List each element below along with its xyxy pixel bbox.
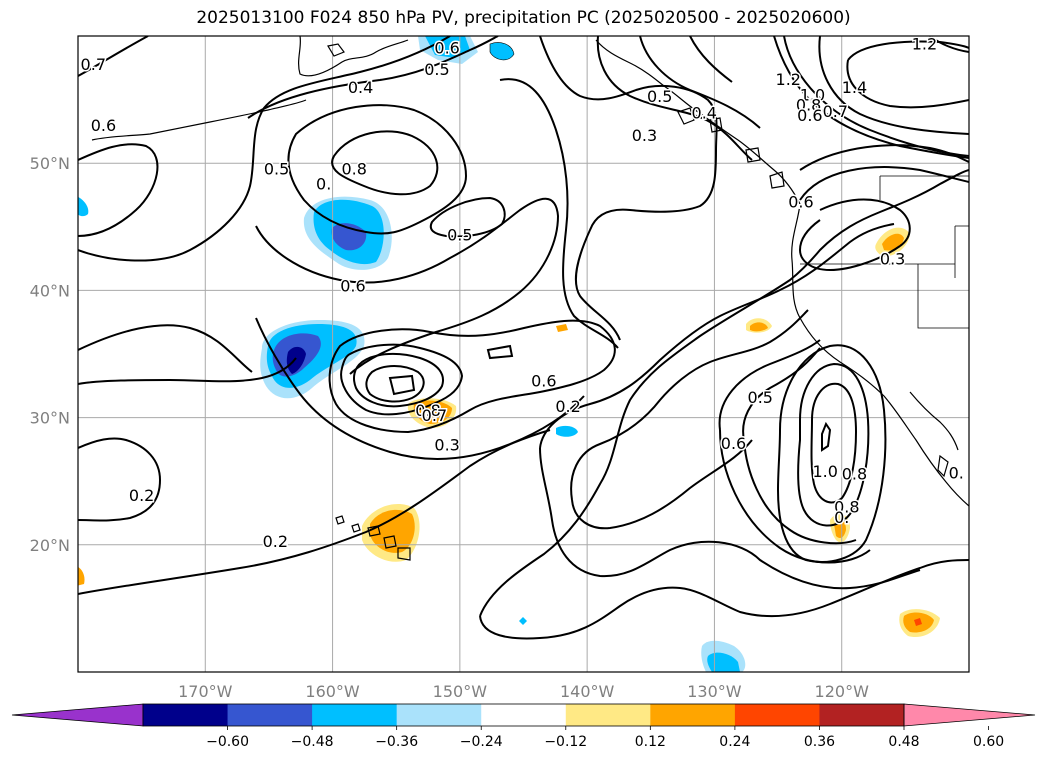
- lon-label-2: 150°W: [433, 682, 488, 701]
- latitude-labels: 20°N 30°N 40°N 50°N: [30, 154, 70, 555]
- contour-label-23: 0.7: [823, 102, 848, 121]
- graticule: [78, 36, 969, 672]
- colorbar-swatch-7: [734, 704, 820, 726]
- contour-label-1: 0.6: [91, 116, 116, 135]
- colorbar-swatch-3: [396, 704, 482, 726]
- map-frame: [77, 35, 970, 673]
- lon-label-3: 140°W: [560, 682, 615, 701]
- colorbar-tick-label-2: −0.36: [375, 734, 418, 750]
- contour-label-34: 0.: [834, 508, 849, 527]
- lat-label-3: 50°N: [30, 154, 70, 173]
- colorbar-tick-label-7: 0.36: [804, 734, 835, 750]
- lon-label-1: 160°W: [305, 682, 360, 701]
- colorbar-swatch-4: [481, 704, 567, 726]
- lat-label-0: 20°N: [30, 536, 70, 555]
- contour-label-17: 0.5: [647, 87, 672, 106]
- contour-label-10: 0.6: [531, 372, 556, 391]
- colorbar-swatch-0: [143, 704, 229, 726]
- colorbar-swatch-8: [819, 704, 905, 726]
- lon-label-5: 120°W: [815, 682, 870, 701]
- contour-label-7: 0.: [316, 175, 331, 194]
- contour-label-22: 0.8: [796, 96, 821, 115]
- contour-label-32: 0.8: [842, 465, 867, 484]
- contour-label-31: 1.0: [812, 462, 837, 481]
- colorbar-swatch-2: [312, 704, 398, 726]
- colorbar-tick-label-4: −0.12: [544, 734, 587, 750]
- colorbar-tick-label-3: −0.24: [460, 734, 503, 750]
- colorbar-tick-label-9: 0.60: [973, 734, 1004, 750]
- contour-label-33: 0.8: [834, 498, 859, 517]
- contour-label-8: 0.5: [447, 225, 472, 244]
- contour-label-11: 0.8: [415, 401, 440, 420]
- colorbar-swatch-1: [227, 704, 313, 726]
- lat-label-1: 30°N: [30, 409, 70, 428]
- colorbar-tick-label-5: 0.12: [635, 734, 666, 750]
- contour-label-2: 0.5: [264, 159, 289, 178]
- contour-label-5: 0.5: [424, 60, 449, 79]
- contour-label-4: 0.6: [434, 38, 459, 57]
- contour-label-35: 0.: [949, 463, 964, 482]
- lon-label-4: 130°W: [687, 682, 742, 701]
- contour-label-25: 1.4: [842, 78, 867, 97]
- colorbar-swatch-6: [650, 704, 736, 726]
- contour-label-19: 0.3: [632, 126, 657, 145]
- contour-label-14: 0.3: [434, 435, 459, 454]
- colorbar-swatch-5: [565, 704, 651, 726]
- map-area: 0.70.60.50.40.60.50.80.0.50.60.60.80.7 0.…: [78, 35, 969, 672]
- colorbar-tick-label-8: 0.48: [888, 734, 919, 750]
- coastlines: [91, 36, 969, 561]
- contour-label-16: 0.2: [263, 532, 288, 551]
- contour-label-6: 0.8: [341, 159, 366, 178]
- contour-label-12: 0.7: [422, 406, 447, 425]
- colorbar-extend-low: [11, 703, 144, 727]
- lat-label-2: 40°N: [30, 281, 70, 300]
- contour-label-0: 0.7: [81, 55, 106, 74]
- contour-label-26: 1.2: [912, 35, 937, 54]
- lon-label-0: 170°W: [178, 682, 233, 701]
- colorbar-tick-label-6: 0.24: [719, 734, 750, 750]
- contour-label-18: 0.4: [692, 103, 717, 122]
- precipitation-shading: [78, 36, 940, 672]
- contour-label-9: 0.6: [340, 276, 365, 295]
- contour-label-28: 0.3: [880, 250, 905, 269]
- colorbar-tick-labels: −0.60 −0.48 −0.36 −0.24 −0.12 0.12 0.24 0.36 0.4…: [206, 726, 1004, 750]
- colorbar-extend-high: [903, 703, 1036, 727]
- contour-label-27: 0.6: [788, 192, 813, 211]
- contour-label-30: 0.6: [721, 434, 746, 453]
- colorbar-tick-label-1: −0.48: [291, 734, 334, 750]
- contour-labels: 0.70.60.50.40.60.50.80.0.50.60.60.80.7 0.…: [79, 35, 965, 552]
- pv-contours: [78, 36, 969, 640]
- contour-label-29: 0.5: [748, 388, 773, 407]
- contour-label-24: 0.6: [797, 106, 822, 125]
- contour-label-15: 0.2: [129, 486, 154, 505]
- colorbar-tick-label-0: −0.60: [206, 734, 249, 750]
- colorbar: [11, 703, 1036, 727]
- contour-label-3: 0.4: [348, 78, 373, 97]
- contour-label-13: 0.2: [555, 397, 580, 416]
- longitude-labels: 170°W 160°W 150°W 140°W 130°W 120°W: [178, 682, 869, 701]
- map-title: 2025013100 F024 850 hPa PV, precipitatio…: [196, 8, 851, 28]
- colorbar-frame: [142, 703, 905, 727]
- contour-label-21: 1.0: [800, 86, 825, 105]
- contour-label-20: 1.2: [776, 70, 801, 89]
